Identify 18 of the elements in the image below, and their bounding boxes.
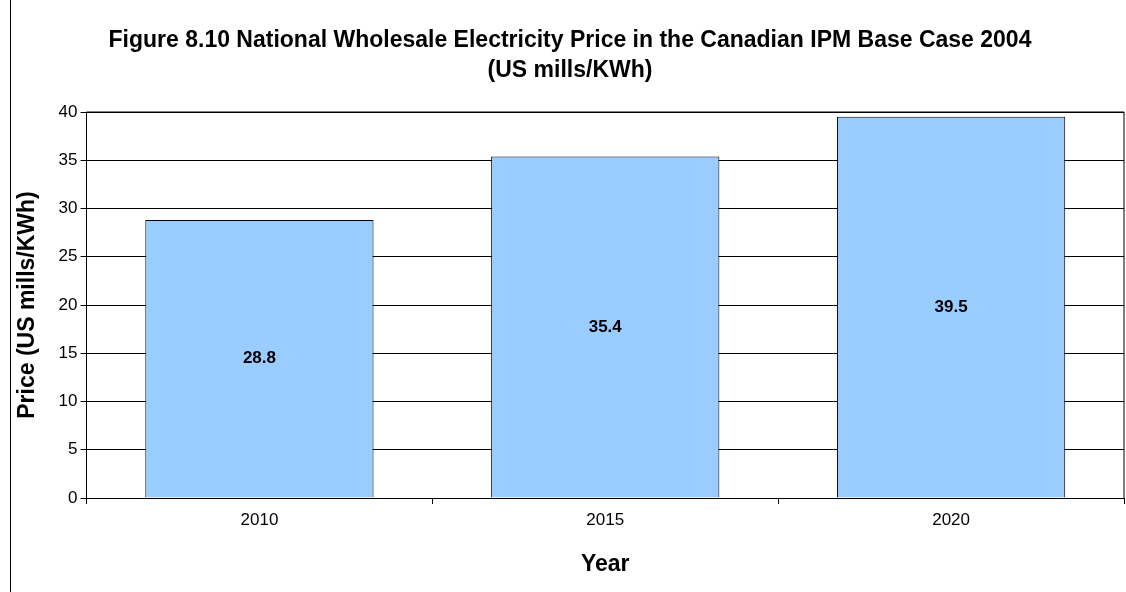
data-label: 35.4 — [588, 316, 623, 336]
y-tick-label: 20 — [58, 294, 78, 314]
y-tick-label: 25 — [58, 246, 78, 266]
y-tick-label: 15 — [58, 342, 78, 362]
y-tick-label: 30 — [58, 198, 78, 218]
y-tick-label: 40 — [58, 101, 78, 121]
y-tick-label: 0 — [68, 487, 78, 507]
y-axis-title: Price (US mills/KWh) — [13, 191, 40, 419]
x-tick-label: 2020 — [932, 509, 970, 529]
x-tick-label: 2010 — [240, 509, 279, 529]
x-tick-label: 2015 — [586, 509, 625, 529]
x-axis-title: Year — [580, 549, 630, 576]
y-tick-label: 35 — [58, 149, 78, 169]
data-label: 39.5 — [934, 296, 968, 316]
chart-title: Figure 8.10 National Wholesale Electricity Price in the Canadian IPM Base Case 2004 (US mills/KWh) — [107, 25, 1033, 84]
y-tick-label: 10 — [58, 391, 78, 411]
data-label: 28.8 — [242, 348, 276, 368]
y-tick-label: 5 — [68, 439, 78, 459]
